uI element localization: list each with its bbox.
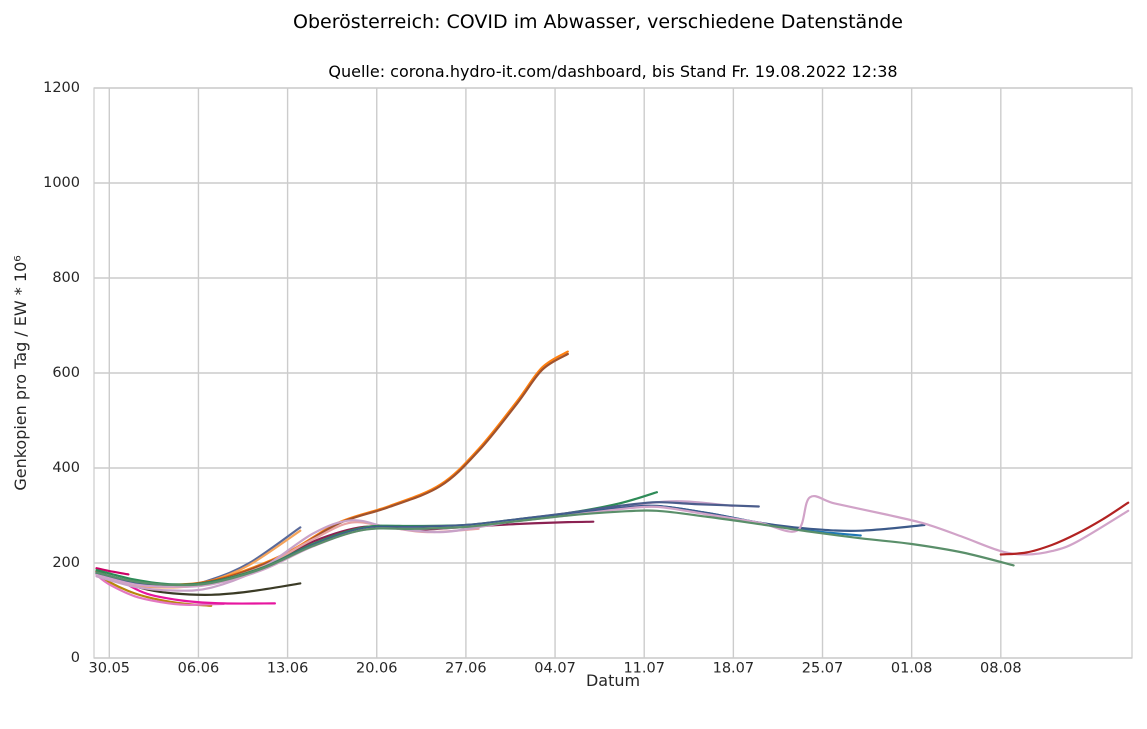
y-axis-label: Genkopien pro Tag / EW * 10⁶ (11, 255, 30, 490)
y-tick-label: 800 (52, 270, 80, 286)
series-line-15 (95, 504, 862, 588)
series-lines (95, 350, 1130, 607)
y-tick-label: 200 (52, 555, 80, 571)
chart-title: Oberösterreich: COVID im Abwasser, versc… (293, 11, 903, 33)
series-line-17 (95, 494, 1130, 588)
series-line-2 (95, 573, 225, 606)
series-line-19 (95, 509, 1015, 587)
y-tick-label: 1000 (43, 175, 80, 191)
series-line-9 (95, 352, 569, 586)
series-line-4 (95, 567, 130, 576)
x-tick-label: 13.06 (267, 661, 309, 677)
x-axis-ticks: 30.05 06.06 13.06 20.06 27.06 04.07 11.07 18.07… (89, 661, 1022, 677)
series-line-14 (95, 501, 760, 587)
y-tick-label: 0 (71, 650, 80, 666)
x-tick-label: 06.06 (178, 661, 220, 677)
y-tick-label: 600 (52, 365, 80, 381)
series-line-12 (95, 500, 735, 592)
chart-subtitle: Quelle: corona.hydro-it.com/dashboard, b… (328, 62, 897, 81)
x-tick-label: 08.08 (980, 661, 1022, 677)
x-tick-label: 04.07 (534, 661, 576, 677)
plot-frame (93, 87, 1133, 659)
x-tick-label: 27.06 (445, 661, 487, 677)
x-tick-label: 20.06 (356, 661, 398, 677)
x-tick-label: 25.07 (802, 661, 844, 677)
x-tick-label: 18.07 (713, 661, 755, 677)
series-line-16 (95, 504, 926, 588)
x-tick-label: 11.07 (623, 661, 665, 677)
x-axis-label: Datum (586, 671, 640, 690)
x-tick-label: 01.08 (891, 661, 933, 677)
y-tick-label: 1200 (43, 80, 80, 96)
x-tick-label: 30.05 (89, 661, 131, 677)
series-line-18 (999, 501, 1130, 556)
y-tick-label: 400 (52, 460, 80, 476)
y-axis-ticks: 0 200 400 600 800 1000 1200 (43, 80, 80, 666)
